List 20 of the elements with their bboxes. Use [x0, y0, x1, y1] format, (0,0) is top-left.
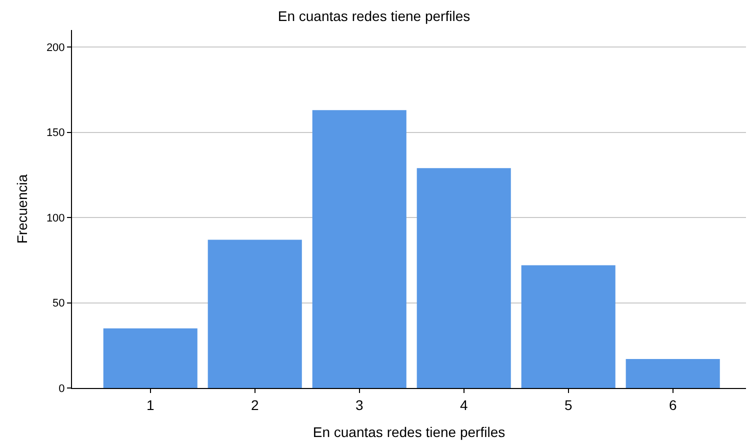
x-tick-label: 3	[355, 396, 364, 413]
y-tick-label: 0	[58, 382, 65, 395]
bar	[208, 240, 302, 388]
x-tick-label: 2	[250, 396, 259, 413]
x-tick-label: 5	[564, 396, 572, 413]
y-tick-label: 150	[46, 127, 65, 140]
y-axis-title: Frecuencia	[14, 174, 30, 244]
x-axis-title: En cuantas redes tiene perfiles	[312, 424, 506, 440]
chart-title: En cuantas redes tiene perfiles	[278, 8, 470, 24]
x-tick-label: 4	[460, 396, 468, 413]
bar	[103, 328, 198, 388]
bar	[312, 110, 406, 388]
x-tick-label: 6	[668, 396, 677, 413]
y-tick-label: 200	[46, 42, 65, 54]
y-tick-label: 50	[52, 298, 65, 310]
x-tick-label: 1	[146, 396, 154, 413]
bar	[416, 168, 511, 388]
bar	[626, 359, 720, 388]
y-tick-label: 100	[46, 212, 65, 224]
bar	[521, 265, 616, 388]
